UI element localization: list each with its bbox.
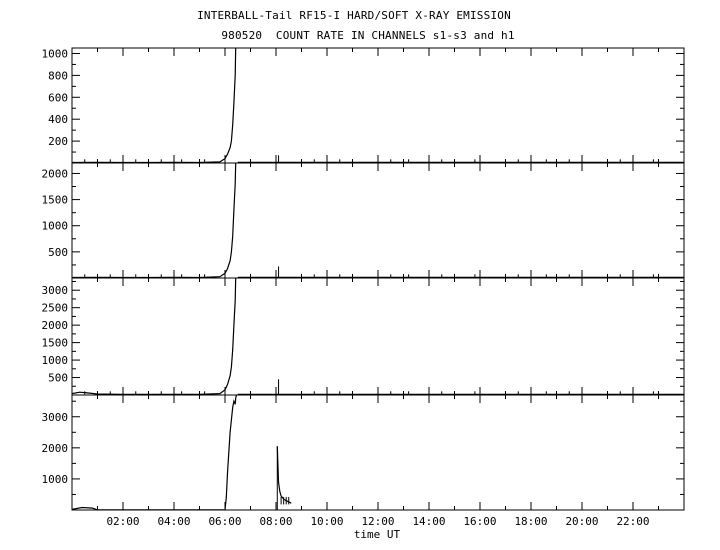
x-axis-label: time UT <box>354 528 401 541</box>
x-tick-label: 10:00 <box>310 515 343 528</box>
y-tick-label: 2000 <box>42 167 69 180</box>
y-tick-label: 500 <box>48 372 68 385</box>
x-tick-label: 14:00 <box>412 515 445 528</box>
panel-frame-s3 <box>71 277 685 396</box>
series-line-s1 <box>71 47 237 164</box>
y-tick-label: 3000 <box>42 411 69 424</box>
y-tick-label: 2000 <box>42 442 69 455</box>
x-tick-label: 12:00 <box>361 515 394 528</box>
x-tick-label: 20:00 <box>565 515 598 528</box>
y-tick-label: 400 <box>48 113 68 126</box>
x-tick-label: 16:00 <box>463 515 496 528</box>
panel-frame-s2 <box>71 162 685 279</box>
y-tick-label: 2000 <box>42 319 69 332</box>
x-tick-label: 18:00 <box>514 515 547 528</box>
x-tick-label: 02:00 <box>106 515 139 528</box>
y-tick-label: 2500 <box>42 302 69 315</box>
panel-frame-s1 <box>71 47 685 164</box>
x-tick-label: 06:00 <box>208 515 241 528</box>
series-line-s2 <box>71 162 237 279</box>
y-tick-label: 1000 <box>42 220 69 233</box>
x-tick-label: 22:00 <box>616 515 649 528</box>
y-tick-label: 1000 <box>42 47 69 60</box>
x-tick-label: 08:00 <box>259 515 292 528</box>
y-tick-label: 1000 <box>42 354 69 367</box>
series-line-h1 <box>71 394 238 511</box>
y-tick-label: 200 <box>48 135 68 148</box>
y-tick-label: 800 <box>48 69 68 82</box>
y-tick-label: 1000 <box>42 473 69 486</box>
panel-frame-h1 <box>71 394 685 511</box>
y-tick-label: 500 <box>48 246 68 259</box>
decay-line-h1 <box>276 446 292 504</box>
y-tick-label: 600 <box>48 91 68 104</box>
chart-title: INTERBALL-Tail RF15-I HARD/SOFT X-RAY EM… <box>197 9 511 22</box>
series-line-s3 <box>71 277 237 395</box>
chart-subtitle: 980520 COUNT RATE IN CHANNELS s1-s3 and … <box>221 29 515 42</box>
y-tick-label: 1500 <box>42 194 69 207</box>
y-tick-label: 1500 <box>42 337 69 350</box>
y-tick-label: 3000 <box>42 284 69 297</box>
x-tick-label: 04:00 <box>157 515 190 528</box>
